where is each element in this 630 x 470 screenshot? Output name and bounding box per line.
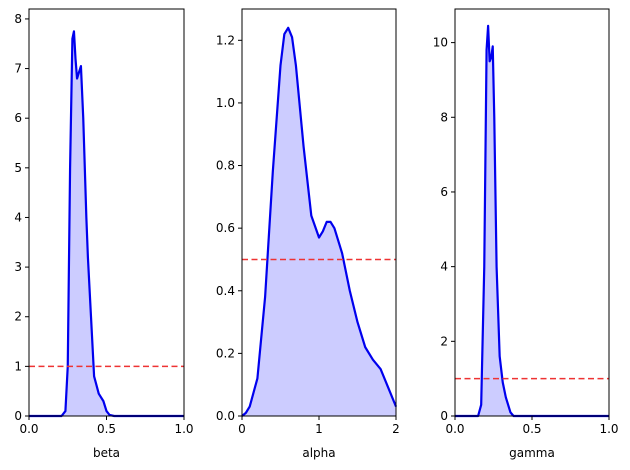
y-tick-label: 0.2	[216, 346, 235, 360]
y-tick-label: 0.6	[216, 221, 235, 235]
subplot-alpha: 0 1 2 0.0 0.2 0.4 0.6 0.8 1.0 1.2 alpha	[216, 8, 400, 460]
x-tick-label: 0.0	[445, 422, 464, 436]
density-curve	[29, 30, 184, 418]
y-tick-label: 0.0	[216, 409, 235, 423]
y-tick-label: 1	[14, 359, 22, 373]
x-tick-label: 1.0	[599, 422, 618, 436]
axes-frame	[454, 8, 610, 417]
y-tick-label: 5	[14, 161, 22, 175]
y-tick-label: 8	[440, 110, 448, 124]
y-tick-label: 7	[14, 62, 22, 76]
x-tick-label: 0.0	[19, 422, 38, 436]
y-tick-label: 3	[14, 260, 22, 274]
subplot-gamma: 0.0 0.5 1.0 0 2 4 6 8 10 gamma	[433, 8, 619, 460]
y-tick-label: 4	[440, 260, 448, 274]
y-tick-label: 0	[14, 409, 22, 423]
y-tick-label: 6	[440, 185, 448, 199]
y-tick-label: 0.4	[216, 284, 235, 298]
x-axis-label: beta	[93, 446, 120, 460]
y-tick-label: 0	[440, 409, 448, 423]
y-tick-label: 6	[14, 111, 22, 125]
x-tick-label: 0	[238, 422, 246, 436]
density-fill	[29, 31, 184, 417]
density-curve	[241, 26, 398, 417]
x-tick-label: 0.5	[97, 422, 116, 436]
x-axis-label: alpha	[302, 446, 335, 460]
y-tick-label: 8	[14, 12, 22, 26]
y-tick-label: 2	[14, 310, 22, 324]
x-tick-label: 1	[315, 422, 323, 436]
y-tick-label: 1.2	[216, 33, 235, 47]
axes-frame	[28, 8, 185, 417]
density-curve	[455, 24, 609, 418]
y-tick-label: 0.8	[216, 159, 235, 173]
y-tick-label: 10	[433, 36, 448, 50]
density-fill	[242, 27, 396, 417]
x-tick-label: 2	[392, 422, 400, 436]
y-tick-label: 2	[440, 334, 448, 348]
density-fill	[455, 25, 609, 417]
x-tick-label: 1.0	[174, 422, 193, 436]
y-tick-label: 1.0	[216, 96, 235, 110]
y-tick-label: 4	[14, 210, 22, 224]
subplot-beta: 0.0 0.5 1.0 0 1 2 3 4 5 6 7 8 beta	[14, 8, 194, 460]
x-axis-label: gamma	[509, 446, 555, 460]
x-tick-label: 0.5	[522, 422, 541, 436]
